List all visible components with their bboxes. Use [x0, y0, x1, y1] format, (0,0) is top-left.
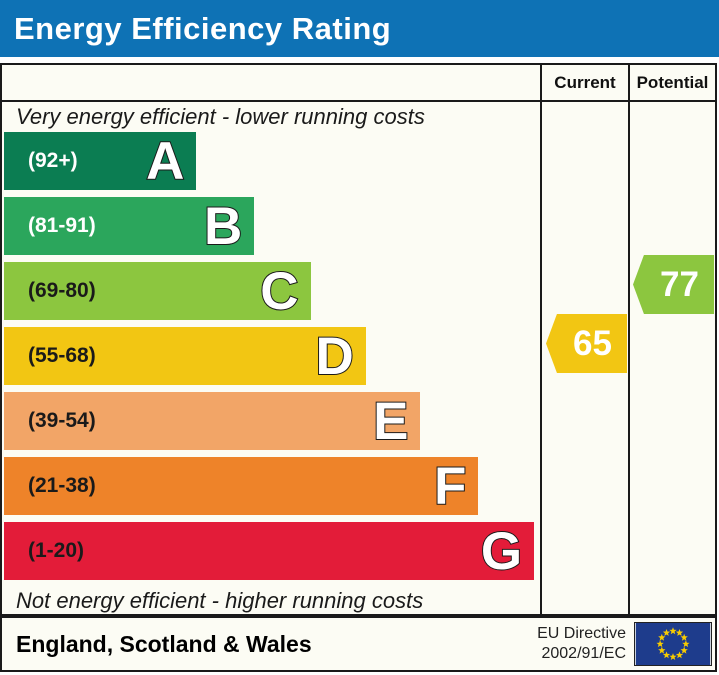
band-row-f: (21-38) F	[4, 457, 540, 515]
bottom-note: Not energy efficient - higher running co…	[16, 588, 424, 613]
band-range-b: (81-91)	[28, 214, 96, 237]
potential-column-header: Potential	[628, 65, 715, 102]
page-title: Energy Efficiency Rating	[14, 10, 392, 46]
band-letter-f: F	[433, 456, 467, 516]
band-bar-e: (39-54) E	[4, 391, 421, 451]
band-bar-a: (92+) A	[4, 131, 197, 191]
band-bar-c: (69-80) C	[4, 262, 311, 320]
current-column-header: Current	[540, 65, 628, 102]
current-rating-arrow: 65	[546, 314, 627, 373]
band-range-e: (39-54)	[28, 409, 96, 432]
band-letter-e: E	[372, 391, 409, 451]
title-bar: Energy Efficiency Rating	[0, 0, 719, 57]
potential-value-column: 77	[628, 102, 715, 614]
footer-bar: England, Scotland & Wales EU Directive 2…	[0, 616, 717, 672]
current-rating-value: 65	[573, 323, 612, 363]
band-row-a: (92+) A	[4, 132, 540, 190]
rating-table: Current Potential Very energy efficient …	[0, 63, 717, 616]
potential-rating-arrow: 77	[633, 255, 714, 314]
band-letter-b: B	[203, 196, 243, 256]
band-letter-a: A	[145, 131, 185, 191]
top-note: Very energy efficient - lower running co…	[16, 104, 425, 129]
band-row-b: (81-91) B	[4, 197, 540, 255]
band-bar-b: (81-91) B	[4, 196, 255, 256]
eu-directive-label: EU Directive 2002/91/EC	[537, 624, 626, 664]
band-row-d: (55-68) D	[4, 327, 540, 385]
potential-rating-value: 77	[660, 264, 699, 304]
band-range-g: (1-20)	[28, 539, 85, 562]
band-bar-d: (55-68) D	[4, 327, 366, 385]
band-range-a: (92+)	[28, 149, 78, 172]
eu-directive-line2: 2002/91/EC	[541, 645, 626, 662]
band-range-f: (21-38)	[28, 474, 96, 497]
band-letter-c: C	[259, 261, 299, 321]
band-bar-g: (1-20) G	[4, 521, 535, 581]
band-range-c: (69-80)	[28, 279, 96, 302]
band-row-g: (1-20) G	[4, 522, 540, 580]
band-bar-f: (21-38) F	[4, 456, 479, 516]
band-letter-g: G	[480, 521, 523, 581]
band-letter-d: D	[315, 326, 355, 386]
eu-directive-line1: EU Directive	[537, 625, 626, 642]
current-value-column: 65	[540, 102, 628, 614]
band-row-e: (39-54) E	[4, 392, 540, 450]
eu-flag-icon	[634, 622, 712, 666]
band-range-d: (55-68)	[28, 344, 96, 367]
bands-area: Very energy efficient - lower running co…	[2, 102, 540, 614]
header-spacer-cell	[2, 65, 540, 102]
band-row-c: (69-80) C	[4, 262, 540, 320]
region-label: England, Scotland & Wales	[16, 630, 312, 657]
